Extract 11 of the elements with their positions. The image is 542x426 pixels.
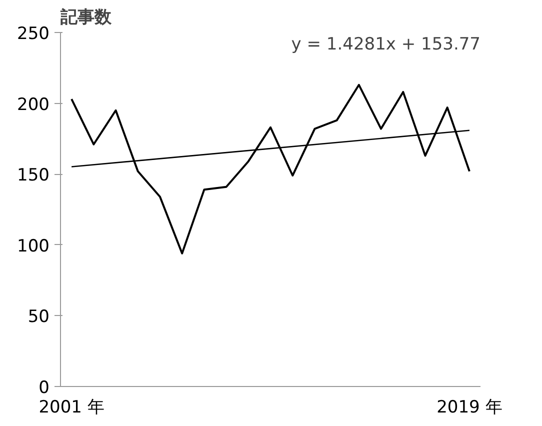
x-tick-label: 2001 年	[38, 398, 104, 418]
y-tick-label: 50	[28, 307, 50, 328]
y-tick-label: 100	[17, 236, 50, 256]
x-tick-label: 2019 年	[436, 398, 502, 418]
annotation: y = 1.4281x + 153.77	[291, 34, 481, 54]
chart-title: 記事数	[60, 8, 112, 28]
y-tick-label: 0	[38, 378, 50, 398]
y-tick-label: 200	[17, 94, 50, 115]
y-tick-label: 150	[17, 166, 50, 186]
y-tick-label: 250	[17, 24, 50, 44]
line-series	[70, 84, 470, 254]
